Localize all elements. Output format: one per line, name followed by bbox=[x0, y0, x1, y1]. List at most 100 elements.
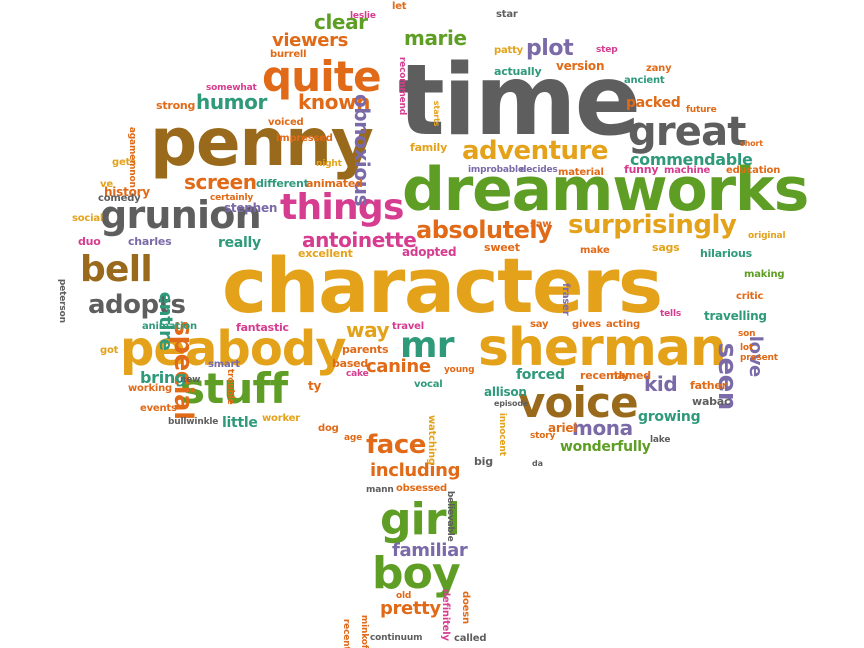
word-characters: characters bbox=[222, 241, 663, 330]
word-ve: ve bbox=[100, 179, 113, 190]
word-acting: acting bbox=[606, 319, 640, 330]
word-making: making bbox=[744, 269, 785, 280]
word-short: short bbox=[740, 139, 763, 148]
word-vocal: vocal bbox=[414, 379, 443, 390]
word-events: events bbox=[140, 403, 177, 414]
word-peabody: peabody bbox=[120, 321, 347, 377]
word-present: present bbox=[740, 353, 778, 363]
word-clear: clear bbox=[314, 10, 368, 34]
word-pretty: pretty bbox=[380, 598, 441, 619]
word-minkoff: minkoff bbox=[359, 614, 369, 648]
word-obsessed: obsessed bbox=[396, 483, 448, 494]
word-penny: penny bbox=[150, 104, 374, 181]
word-duo: duo bbox=[78, 235, 101, 248]
word-grunion: grunion bbox=[100, 193, 262, 237]
word-gets: gets bbox=[112, 157, 136, 168]
word-wabac: wabac bbox=[692, 395, 731, 408]
word-marie: marie bbox=[404, 26, 467, 50]
word-cake: cake bbox=[346, 369, 369, 379]
word-adventure: adventure bbox=[462, 136, 608, 166]
word-recent: recent bbox=[341, 618, 351, 648]
word-doesn: doesn bbox=[460, 591, 471, 624]
word-certainly: certainly bbox=[210, 193, 254, 203]
word-night: night bbox=[316, 159, 342, 169]
word-gives: gives bbox=[572, 319, 601, 330]
word-old: old bbox=[396, 591, 412, 601]
word-fantastic: fantastic bbox=[236, 321, 289, 334]
word-known: known bbox=[298, 90, 370, 114]
word-da: da bbox=[532, 459, 543, 468]
word-peterson: peterson bbox=[57, 278, 67, 323]
word-bell: bell bbox=[80, 249, 153, 290]
word-time: time bbox=[398, 44, 641, 158]
word-mona: mona bbox=[572, 416, 633, 440]
word-boy: boy bbox=[372, 548, 461, 599]
word-quite: quite bbox=[262, 52, 382, 101]
word-really: really bbox=[218, 235, 261, 251]
word-screen: screen bbox=[184, 170, 257, 194]
word-original: original bbox=[748, 231, 786, 241]
word-believable: believable bbox=[445, 490, 455, 542]
word-fraser: fraser bbox=[560, 283, 571, 316]
word-bullwinkle: bullwinkle bbox=[168, 417, 219, 427]
word-charles: charles bbox=[128, 235, 172, 248]
word-adopts: adopts bbox=[88, 290, 186, 320]
word-actually: actually bbox=[494, 65, 542, 78]
word-make: make bbox=[580, 245, 610, 256]
word-innocent: innocent bbox=[497, 412, 507, 456]
word-version: version bbox=[556, 59, 605, 73]
word-girl: girl bbox=[380, 494, 461, 545]
word-watching: watching bbox=[426, 415, 437, 465]
word-definitely: definitely bbox=[440, 589, 451, 641]
word-agamemnon: agamemnon bbox=[127, 126, 137, 188]
word-including: including bbox=[370, 460, 461, 481]
word-continuum: continuum bbox=[370, 633, 423, 643]
word-adopted: adopted bbox=[402, 245, 457, 259]
word-recommend: recommend bbox=[397, 56, 407, 116]
word-critic: critic bbox=[736, 291, 764, 302]
word-material: material bbox=[558, 167, 604, 178]
word-commendable: commendable bbox=[630, 150, 753, 169]
word-stephen: stephen bbox=[224, 201, 278, 215]
word-face: face bbox=[366, 430, 426, 460]
word-humor: humor bbox=[196, 90, 267, 114]
word-father: father bbox=[690, 379, 727, 392]
word-sags: sags bbox=[652, 241, 680, 254]
word-animation: animation bbox=[142, 321, 197, 332]
word-kid: kid bbox=[644, 372, 678, 396]
word-step: step bbox=[596, 45, 618, 55]
word-voice: voice bbox=[518, 378, 639, 427]
word-different: different bbox=[256, 177, 309, 190]
word-hilarious: hilarious bbox=[700, 247, 752, 260]
word-little: little bbox=[222, 415, 258, 431]
word-working: working bbox=[128, 383, 172, 394]
word-canine: canine bbox=[366, 356, 431, 377]
word-way: way bbox=[346, 318, 390, 342]
word-packed: packed bbox=[626, 95, 681, 111]
word-ancient: ancient bbox=[624, 75, 665, 86]
word-travel: travel bbox=[392, 321, 424, 332]
word-comedy: comedy bbox=[98, 193, 141, 204]
word-story: story bbox=[530, 431, 556, 441]
word-great: great bbox=[628, 109, 746, 155]
word-allison: allison bbox=[484, 385, 527, 399]
word-mann: mann bbox=[366, 485, 394, 495]
word-let: let bbox=[392, 1, 407, 12]
word-growing: growing bbox=[638, 409, 701, 425]
word-lake: lake bbox=[650, 435, 671, 445]
word-worker: worker bbox=[262, 413, 300, 424]
word-voiced: voiced bbox=[268, 117, 304, 128]
word-based: based bbox=[332, 357, 369, 370]
word-animated: animated bbox=[306, 177, 363, 190]
word-sherman: sherman bbox=[478, 318, 727, 378]
word-called: called bbox=[454, 633, 487, 644]
word-funny: funny bbox=[624, 163, 659, 176]
word-education: education bbox=[726, 165, 781, 176]
word-got: got bbox=[100, 345, 119, 356]
word-family: family bbox=[410, 141, 448, 154]
word-improbable: improbable bbox=[468, 165, 524, 175]
word-absolutely: absolutely bbox=[416, 216, 553, 244]
word-parents: parents bbox=[342, 343, 389, 356]
word-mr: mr bbox=[400, 325, 455, 366]
